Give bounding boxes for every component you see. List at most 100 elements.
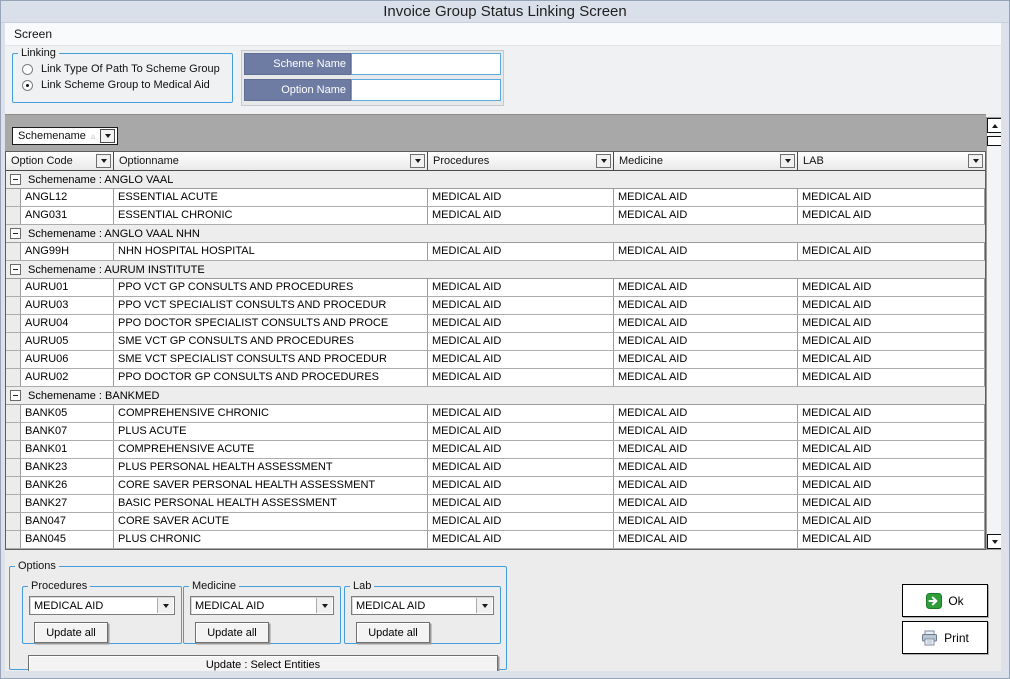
- cell-lab[interactable]: MEDICAL AID: [798, 351, 985, 368]
- table-row[interactable]: AURU03 PPO VCT SPECIALIST CONSULTS AND PR…: [6, 297, 985, 315]
- column-header-procedures[interactable]: Procedures: [428, 152, 614, 170]
- table-row[interactable]: BANK01 COMPREHENSIVE ACUTE MEDICAL AID MEDI…: [6, 441, 985, 459]
- cell-medicine[interactable]: MEDICAL AID: [614, 441, 798, 458]
- table-row[interactable]: AURU05 SME VCT GP CONSULTS AND PROCEDURES…: [6, 333, 985, 351]
- cell-option-code[interactable]: AURU02: [21, 369, 114, 386]
- cell-medicine[interactable]: MEDICAL AID: [614, 369, 798, 386]
- cell-optionname[interactable]: SME VCT SPECIALIST CONSULTS AND PROCEDUR: [114, 351, 428, 368]
- cell-procedures[interactable]: MEDICAL AID: [428, 315, 614, 332]
- cell-medicine[interactable]: MEDICAL AID: [614, 477, 798, 494]
- cell-medicine[interactable]: MEDICAL AID: [614, 459, 798, 476]
- cell-lab[interactable]: MEDICAL AID: [798, 243, 985, 260]
- cell-option-code[interactable]: BANK05: [21, 405, 114, 422]
- column-filter-dropdown-icon[interactable]: [596, 154, 611, 168]
- collapse-group-icon[interactable]: [10, 228, 21, 239]
- table-row[interactable]: ANG99H NHN HOSPITAL HOSPITAL MEDICAL AID ME…: [6, 243, 985, 261]
- cell-lab[interactable]: MEDICAL AID: [798, 315, 985, 332]
- cell-optionname[interactable]: PLUS PERSONAL HEALTH ASSESSMENT: [114, 459, 428, 476]
- radio-option-link-type-of-path[interactable]: Link Type Of Path To Scheme Group: [22, 63, 232, 75]
- cell-option-code[interactable]: ANGL12: [21, 189, 114, 206]
- scroll-down-button[interactable]: [987, 534, 1002, 549]
- cell-procedures[interactable]: MEDICAL AID: [428, 459, 614, 476]
- cell-medicine[interactable]: MEDICAL AID: [614, 279, 798, 296]
- lab-combobox[interactable]: MEDICAL AID: [351, 596, 494, 615]
- cell-option-code[interactable]: BANK26: [21, 477, 114, 494]
- medicine-combobox[interactable]: MEDICAL AID: [190, 596, 334, 615]
- column-filter-dropdown-icon[interactable]: [780, 154, 795, 168]
- cell-lab[interactable]: MEDICAL AID: [798, 207, 985, 224]
- cell-medicine[interactable]: MEDICAL AID: [614, 531, 798, 548]
- group-by-schemename-button[interactable]: Schemename ▵: [12, 127, 119, 145]
- cell-optionname[interactable]: PPO DOCTOR SPECIALIST CONSULTS AND PROCE: [114, 315, 428, 332]
- cell-optionname[interactable]: NHN HOSPITAL HOSPITAL: [114, 243, 428, 260]
- table-row[interactable]: AURU02 PPO DOCTOR GP CONSULTS AND PROCEDU…: [6, 369, 985, 387]
- cell-medicine[interactable]: MEDICAL AID: [614, 495, 798, 512]
- column-header-lab[interactable]: LAB: [798, 152, 985, 170]
- option-name-input[interactable]: [351, 79, 501, 101]
- cell-medicine[interactable]: MEDICAL AID: [614, 297, 798, 314]
- cell-lab[interactable]: MEDICAL AID: [798, 441, 985, 458]
- cell-procedures[interactable]: MEDICAL AID: [428, 531, 614, 548]
- cell-procedures[interactable]: MEDICAL AID: [428, 405, 614, 422]
- radio-option-link-scheme-group[interactable]: Link Scheme Group to Medical Aid: [22, 79, 232, 91]
- chevron-down-icon[interactable]: [100, 129, 116, 143]
- cell-procedures[interactable]: MEDICAL AID: [428, 441, 614, 458]
- cell-procedures[interactable]: MEDICAL AID: [428, 189, 614, 206]
- cell-option-code[interactable]: BAN047: [21, 513, 114, 530]
- table-row[interactable]: BAN047 CORE SAVER ACUTE MEDICAL AID MEDICAL…: [6, 513, 985, 531]
- cell-option-code[interactable]: AURU06: [21, 351, 114, 368]
- cell-option-code[interactable]: AURU05: [21, 333, 114, 350]
- column-header-option-code[interactable]: Option Code: [6, 152, 114, 170]
- table-row[interactable]: ANGL12 ESSENTIAL ACUTE MEDICAL AID MEDICAL …: [6, 189, 985, 207]
- chevron-down-icon[interactable]: [316, 598, 332, 613]
- cell-lab[interactable]: MEDICAL AID: [798, 495, 985, 512]
- cell-option-code[interactable]: BANK27: [21, 495, 114, 512]
- scheme-name-input[interactable]: [351, 53, 501, 75]
- cell-optionname[interactable]: ESSENTIAL ACUTE: [114, 189, 428, 206]
- cell-lab[interactable]: MEDICAL AID: [798, 279, 985, 296]
- cell-option-code[interactable]: AURU03: [21, 297, 114, 314]
- cell-lab[interactable]: MEDICAL AID: [798, 369, 985, 386]
- collapse-group-icon[interactable]: [10, 390, 21, 401]
- cell-medicine[interactable]: MEDICAL AID: [614, 189, 798, 206]
- cell-optionname[interactable]: COMPREHENSIVE CHRONIC: [114, 405, 428, 422]
- column-filter-dropdown-icon[interactable]: [96, 154, 111, 168]
- chevron-down-icon[interactable]: [157, 598, 173, 613]
- update-select-entities-button[interactable]: Update : Select Entities: [28, 655, 498, 675]
- cell-medicine[interactable]: MEDICAL AID: [614, 405, 798, 422]
- cell-procedures[interactable]: MEDICAL AID: [428, 477, 614, 494]
- table-row[interactable]: BAN045 PLUS CHRONIC MEDICAL AID MEDICAL AID…: [6, 531, 985, 549]
- cell-option-code[interactable]: AURU04: [21, 315, 114, 332]
- cell-procedures[interactable]: MEDICAL AID: [428, 243, 614, 260]
- cell-option-code[interactable]: BANK07: [21, 423, 114, 440]
- cell-optionname[interactable]: PLUS CHRONIC: [114, 531, 428, 548]
- table-row[interactable]: BANK27 BASIC PERSONAL HEALTH ASSESSMENT ME…: [6, 495, 985, 513]
- cell-medicine[interactable]: MEDICAL AID: [614, 333, 798, 350]
- column-filter-dropdown-icon[interactable]: [410, 154, 425, 168]
- table-row[interactable]: BANK05 COMPREHENSIVE CHRONIC MEDICAL AID ME…: [6, 405, 985, 423]
- medicine-update-all-button[interactable]: Update all: [195, 622, 269, 643]
- radio-button-icon[interactable]: [22, 63, 33, 75]
- cell-procedures[interactable]: MEDICAL AID: [428, 333, 614, 350]
- cell-optionname[interactable]: ESSENTIAL CHRONIC: [114, 207, 428, 224]
- cell-medicine[interactable]: MEDICAL AID: [614, 351, 798, 368]
- cell-optionname[interactable]: BASIC PERSONAL HEALTH ASSESSMENT: [114, 495, 428, 512]
- cell-medicine[interactable]: MEDICAL AID: [614, 207, 798, 224]
- cell-lab[interactable]: MEDICAL AID: [798, 423, 985, 440]
- group-row[interactable]: Schemename : ANGLO VAAL NHN: [6, 225, 985, 243]
- column-header-optionname[interactable]: Optionname: [114, 152, 428, 170]
- cell-medicine[interactable]: MEDICAL AID: [614, 513, 798, 530]
- table-row[interactable]: AURU04 PPO DOCTOR SPECIALIST CONSULTS AND…: [6, 315, 985, 333]
- table-row[interactable]: AURU01 PPO VCT GP CONSULTS AND PROCEDURES…: [6, 279, 985, 297]
- lab-update-all-button[interactable]: Update all: [356, 622, 430, 643]
- column-filter-dropdown-icon[interactable]: [968, 154, 983, 168]
- procedures-update-all-button[interactable]: Update all: [34, 622, 108, 643]
- table-row[interactable]: AURU06 SME VCT SPECIALIST CONSULTS AND PR…: [6, 351, 985, 369]
- cell-optionname[interactable]: PLUS ACUTE: [114, 423, 428, 440]
- cell-lab[interactable]: MEDICAL AID: [798, 189, 985, 206]
- cell-lab[interactable]: MEDICAL AID: [798, 333, 985, 350]
- cell-option-code[interactable]: ANG031: [21, 207, 114, 224]
- cell-lab[interactable]: MEDICAL AID: [798, 513, 985, 530]
- cell-optionname[interactable]: SME VCT GP CONSULTS AND PROCEDURES: [114, 333, 428, 350]
- scrollbar-thumb[interactable]: [987, 136, 1002, 146]
